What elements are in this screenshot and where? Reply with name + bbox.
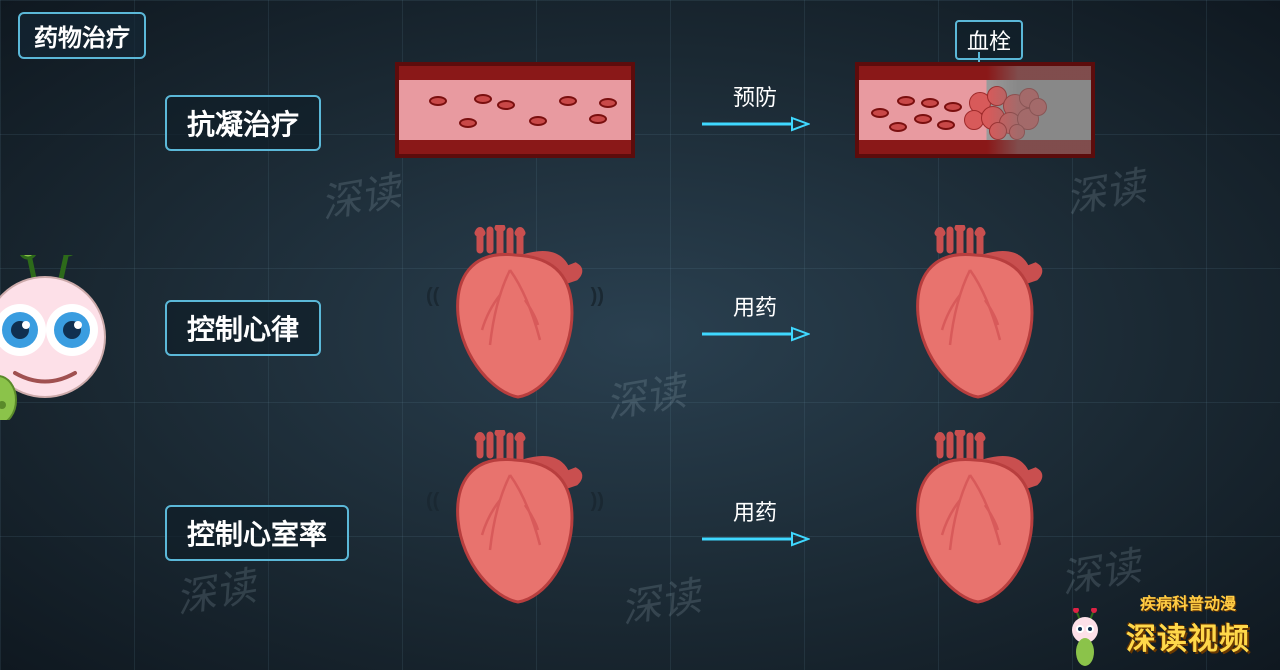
row-label-2: 控制心律 [165, 300, 321, 356]
watermark: 深读 [171, 553, 260, 624]
heart-normal-2 [900, 430, 1050, 605]
heart-arrhythmia-1: (( )) [440, 225, 590, 400]
heart-normal-1 [900, 225, 1050, 400]
clot-cluster [959, 84, 1049, 140]
row-label-3: 控制心室率 [165, 505, 349, 561]
logo-subtitle: 疾病科普动漫 [1126, 590, 1250, 614]
watermark: 深读 [601, 358, 690, 429]
watermark: 深读 [1061, 153, 1150, 224]
logo-title: 深读视频 [1126, 614, 1250, 658]
arrow-label-2: 用药 [700, 290, 810, 322]
row-label-1: 抗凝治疗 [165, 95, 321, 151]
blood-vessel-clot [855, 62, 1095, 158]
arrow-icon [700, 529, 810, 549]
mascot-character [0, 255, 115, 420]
heart-arrhythmia-2: (( )) [440, 430, 590, 605]
arrow-label-1: 预防 [700, 80, 810, 112]
arrow-2: 用药 [700, 290, 810, 344]
arrow-1: 预防 [700, 80, 810, 134]
blood-vessel-normal [395, 62, 635, 158]
arrow-3: 用药 [700, 495, 810, 549]
watermark: 深读 [616, 563, 705, 634]
page-title-badge: 药物治疗 [18, 12, 146, 59]
arrow-icon [700, 114, 810, 134]
watermark: 深读 [316, 158, 405, 229]
callout-thrombus: 血栓 [955, 20, 1023, 60]
arrow-label-3: 用药 [700, 495, 810, 527]
arrow-icon [700, 324, 810, 344]
brand-logo: 疾病科普动漫 深读视频 [1126, 590, 1250, 658]
logo-mascot-icon [1065, 608, 1105, 668]
